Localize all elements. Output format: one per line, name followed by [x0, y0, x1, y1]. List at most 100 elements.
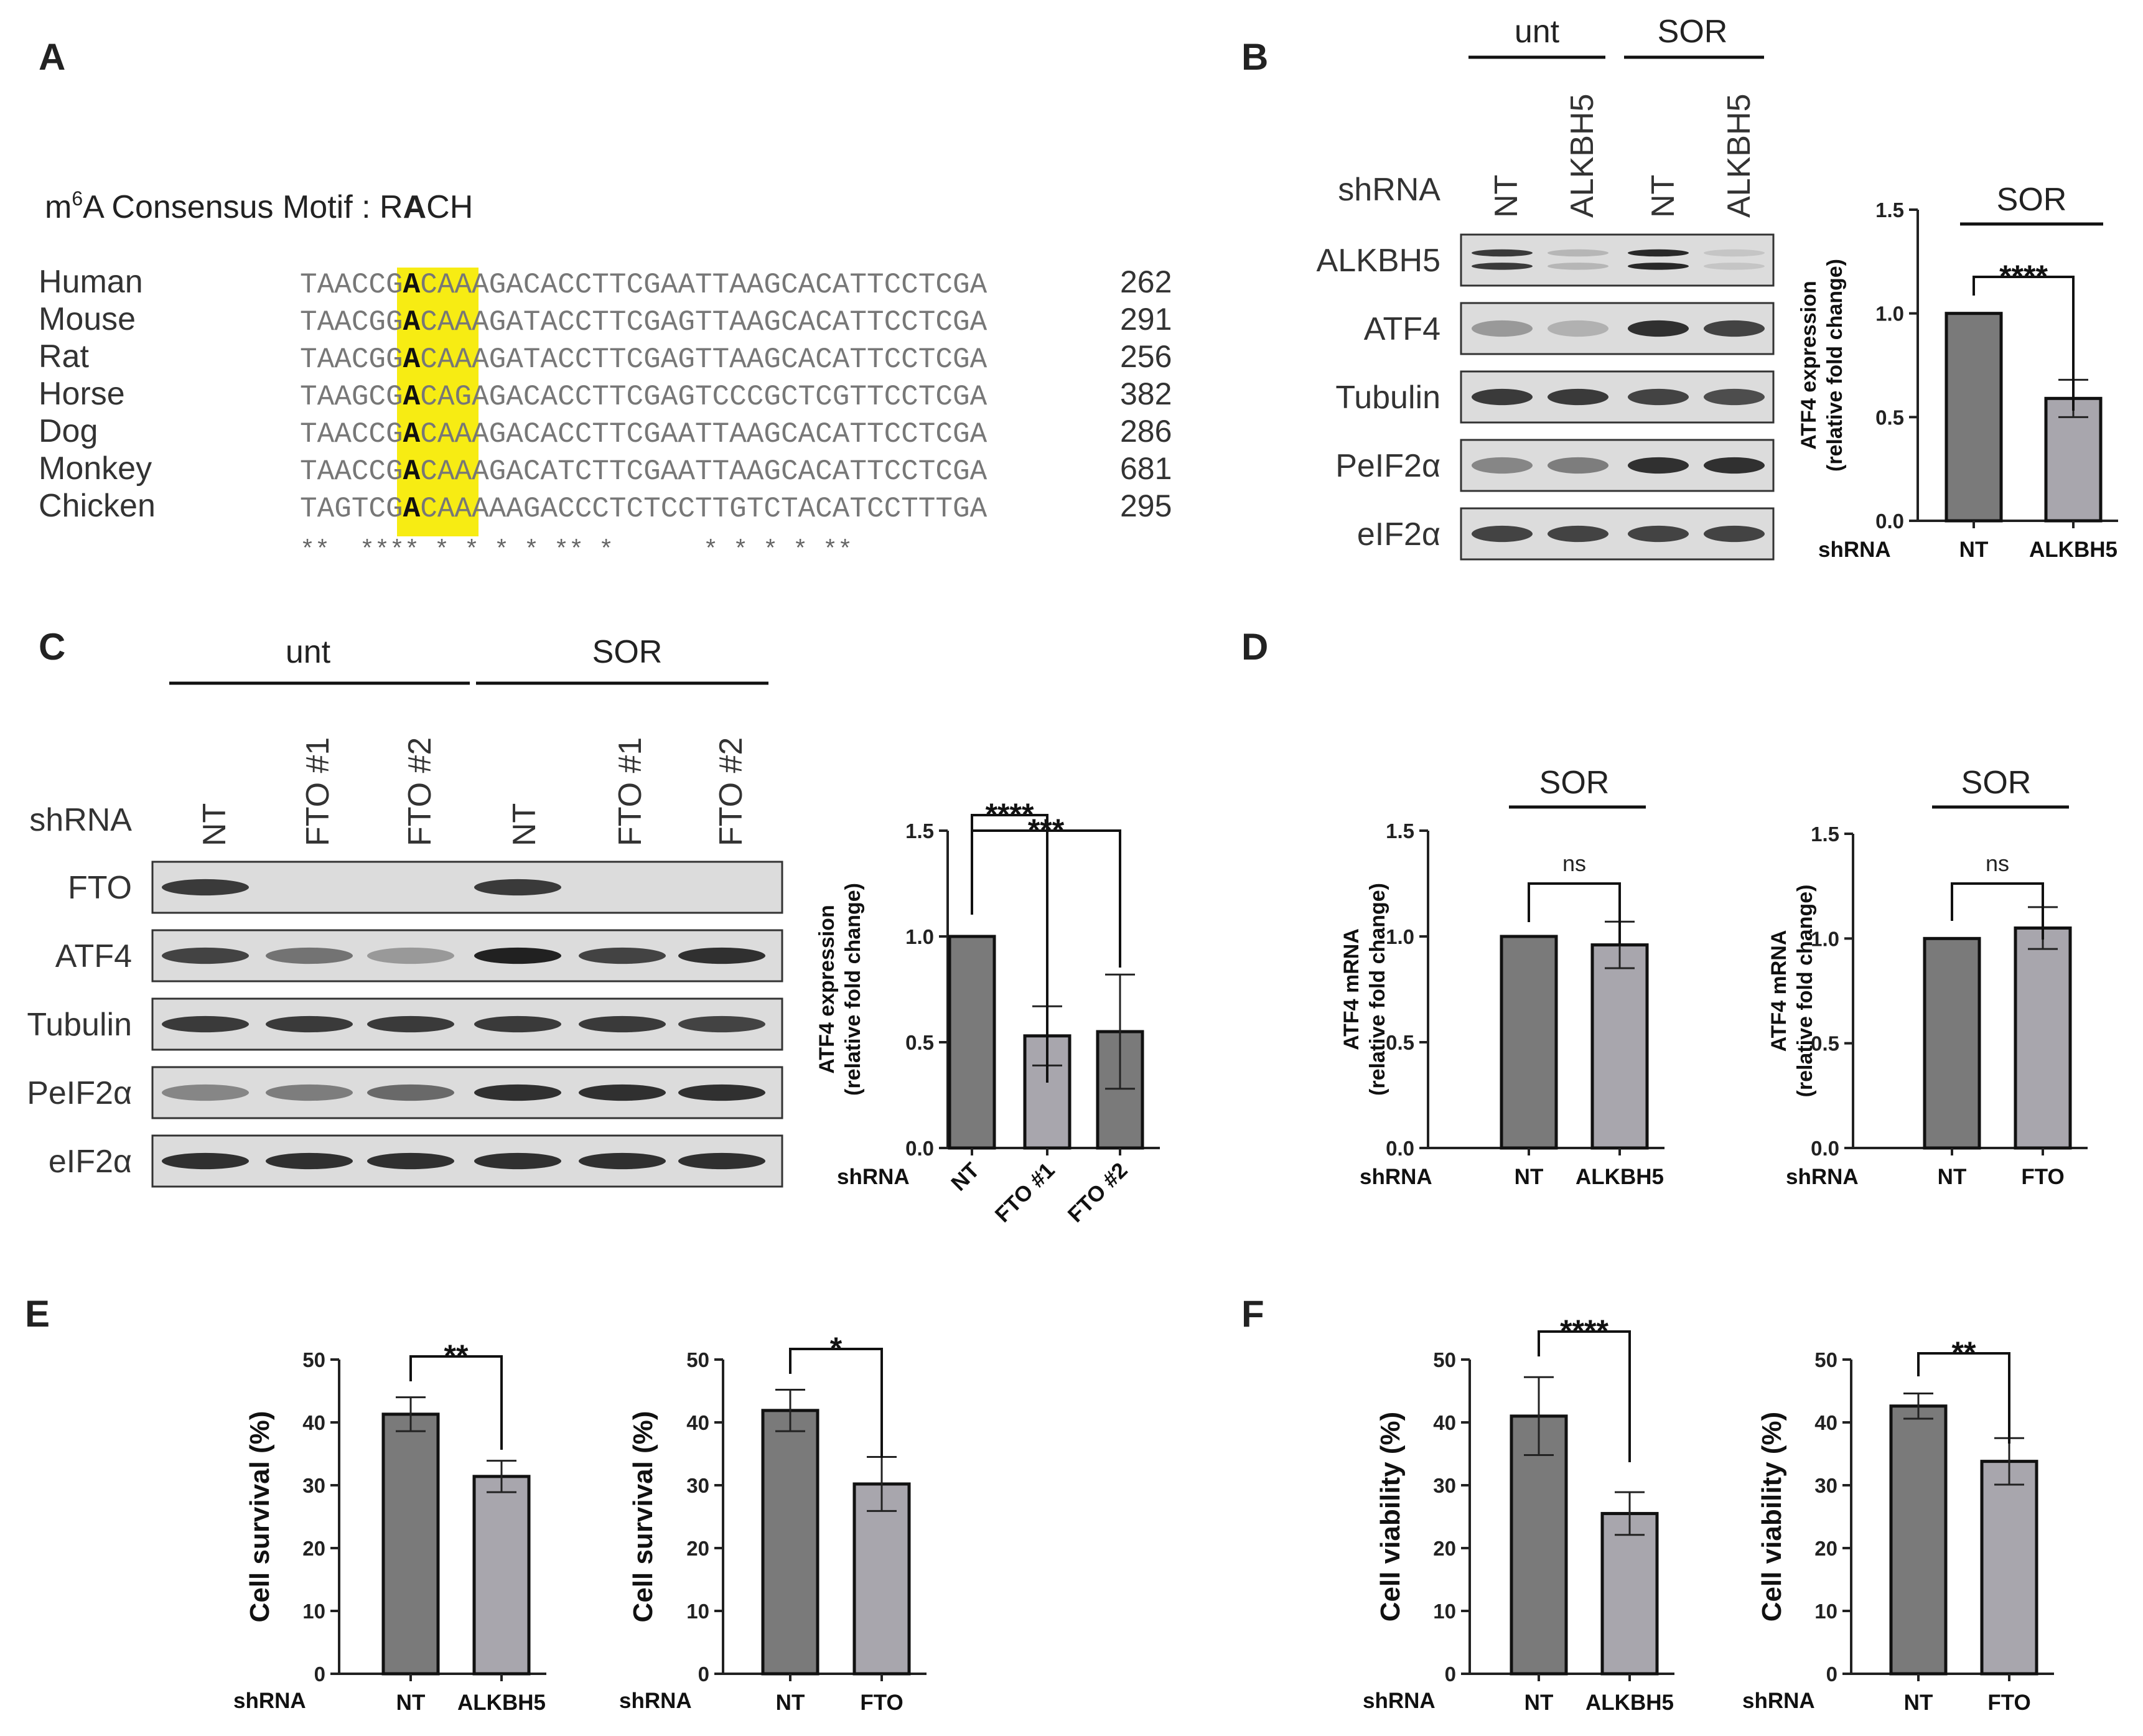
blot-band	[474, 947, 561, 964]
significance-label: ****	[986, 797, 1034, 832]
shrna-label: shRNA	[29, 802, 132, 838]
species-name: Mouse	[39, 301, 136, 337]
blot-band	[1628, 249, 1689, 257]
blot-band	[1704, 263, 1765, 270]
blot-band	[579, 1015, 666, 1033]
seq-left: TAGTC	[300, 493, 386, 525]
lane-label: FTO #2	[402, 737, 438, 846]
blot-label: PeIF2α	[1335, 448, 1440, 484]
x-axis-title: shRNA	[837, 1165, 910, 1189]
species-name: Monkey	[39, 450, 152, 487]
blot-band	[162, 879, 249, 896]
sequence: TAGTCGACAAAAAGACCCTCTCCTTGTCTACATCCTTTGA	[300, 493, 987, 525]
blot-band	[162, 1084, 249, 1101]
blot-band	[367, 1015, 454, 1033]
seq-right: GAGACACCTTCGAGTCCCGCTCGTTCCTCGA	[454, 381, 987, 413]
bar	[1889, 1404, 1948, 1676]
motif-bold-a: A	[403, 189, 427, 225]
seq-left: TAAGC	[300, 381, 386, 413]
x-axis-title: shRNA	[1360, 1165, 1432, 1189]
seq-right: AAGACACCTTCGAATTAAGCACATTCCTCGA	[454, 269, 987, 301]
sequence-position: 681	[1120, 451, 1172, 486]
x-category-label: NT	[946, 1158, 984, 1196]
seq-right: AAGATACCTTCGAGTTAAGCACATTCCTCGA	[454, 343, 987, 376]
seq-motif-g: G	[386, 343, 403, 376]
x-category-label: ALKBH5	[1585, 1691, 1674, 1715]
blot-row: PeIF2α	[1335, 439, 1775, 492]
lane-labels: NT FTO #1 FTO #2 NT FTO #1 FTO #2	[197, 737, 749, 846]
seq-left: TAACC	[300, 418, 386, 450]
x-category-label: NT	[1904, 1691, 1933, 1715]
alignment-row: Monkey TAACCGACAAAGACATCTTCGAATTAAGCACATT…	[39, 450, 1172, 488]
chart-d1: 0.0 0.5 1.0 1.5 NT ALKBH5 shRNA ATF4 mRNA (relat…	[1340, 765, 1664, 1189]
panel-label-f: F	[1241, 1293, 1264, 1335]
x-axis-title: shRNA	[1818, 538, 1891, 562]
blot-membrane	[151, 1066, 783, 1119]
y-tick-label: 0	[1826, 1663, 1837, 1686]
significance-bracket	[971, 829, 1121, 968]
significance-bracket	[1951, 882, 2044, 940]
blot-band	[266, 947, 353, 964]
blot-band	[1472, 320, 1533, 337]
y-tick-label: 20	[686, 1537, 709, 1560]
significance-bracket	[1917, 1352, 2010, 1444]
blot-label: PeIF2α	[27, 1075, 132, 1111]
blot-band	[579, 947, 666, 964]
y-tick-label: 0.5	[905, 1031, 934, 1054]
chart-b: 0.0 0.5 1.0 1.5 NT ALKBH5 shRNA ATF4 expression…	[1797, 182, 2118, 562]
lane-label: FTO #1	[612, 737, 648, 846]
blot-band	[1548, 457, 1608, 474]
significance-label: ns	[1562, 851, 1586, 876]
blot-band	[1704, 388, 1765, 406]
panel-label-b: B	[1241, 36, 1268, 78]
significance-label: ****	[1999, 259, 2048, 294]
blot-band	[1472, 263, 1533, 270]
x-category-label: ALKBH5	[1576, 1165, 1664, 1189]
blot-band	[474, 1015, 561, 1033]
y-tick-label: 50	[1433, 1348, 1456, 1371]
sequence: TAACCGACAAAGACACCTTCGAATTAAGCACATTCCTCGA	[300, 269, 987, 301]
lane-label: NT	[197, 803, 233, 846]
y-tick-label: 10	[686, 1600, 709, 1623]
seq-motif-ca: CA	[420, 306, 455, 338]
y-tick-label: 40	[686, 1411, 709, 1434]
blot-band	[474, 1084, 561, 1101]
bar	[381, 1412, 440, 1676]
panel-label-e: E	[25, 1293, 50, 1335]
blot-row: Tubulin	[27, 997, 783, 1051]
y-tick-label: 30	[1433, 1474, 1456, 1497]
seq-motif-g: G	[386, 269, 403, 301]
seq-left: TAACC	[300, 455, 386, 488]
blot-band	[1472, 388, 1533, 406]
y-tick-label: 0.0	[1386, 1137, 1414, 1160]
chart-e1: 0 10 20 30 40 50 NT ALKBH5 shRNA Cell survival (%…	[233, 1338, 546, 1715]
blot-band	[1628, 320, 1689, 337]
blot-band	[678, 1084, 765, 1101]
y-tick-label: 1.0	[905, 925, 934, 948]
sequence: TAACCGACAAAGACACCTTCGAATTAAGCACATTCCTCGA	[300, 418, 987, 450]
panel-b: B unt SOR shRNA NT ALKBH5 NT ALKBH5 ALKBH5A…	[1241, 14, 2118, 562]
seq-left: TAACC	[300, 269, 386, 301]
y-axis-title: Cell survival (%)	[628, 1411, 658, 1623]
species-name: Chicken	[39, 488, 156, 524]
blot-membrane	[151, 861, 783, 914]
blot-row: eIF2α	[49, 1134, 783, 1188]
blot-band	[367, 1084, 454, 1101]
y-axis-title: Cell viability (%)	[1375, 1412, 1406, 1622]
bar	[1510, 1414, 1568, 1676]
blot-band	[678, 1152, 765, 1170]
y-tick-label: 30	[1814, 1474, 1837, 1497]
significance-label: *	[830, 1331, 843, 1366]
sequence: TAACCGACAAAGACATCTTCGAATTAAGCACATTCCTCGA	[300, 455, 987, 488]
blot-label: eIF2α	[1357, 516, 1440, 553]
y-tick-label: 10	[1433, 1600, 1456, 1623]
y-axis-title: Cell viability (%)	[1757, 1412, 1787, 1622]
blot-band	[1472, 249, 1533, 257]
panel-a: A m6A Consensus Motif : RACH Human TAACCG…	[39, 36, 1172, 565]
alignment-row: Mouse TAACGGACAAAGATACCTTCGAGTTAAGCACATTC…	[39, 301, 1172, 338]
panel-label-d: D	[1241, 626, 1268, 668]
x-axis-title: shRNA	[233, 1689, 306, 1713]
seq-motif-a: A	[403, 455, 421, 488]
seq-motif-a: A	[403, 306, 421, 338]
x-category-label: NT	[1515, 1165, 1544, 1189]
